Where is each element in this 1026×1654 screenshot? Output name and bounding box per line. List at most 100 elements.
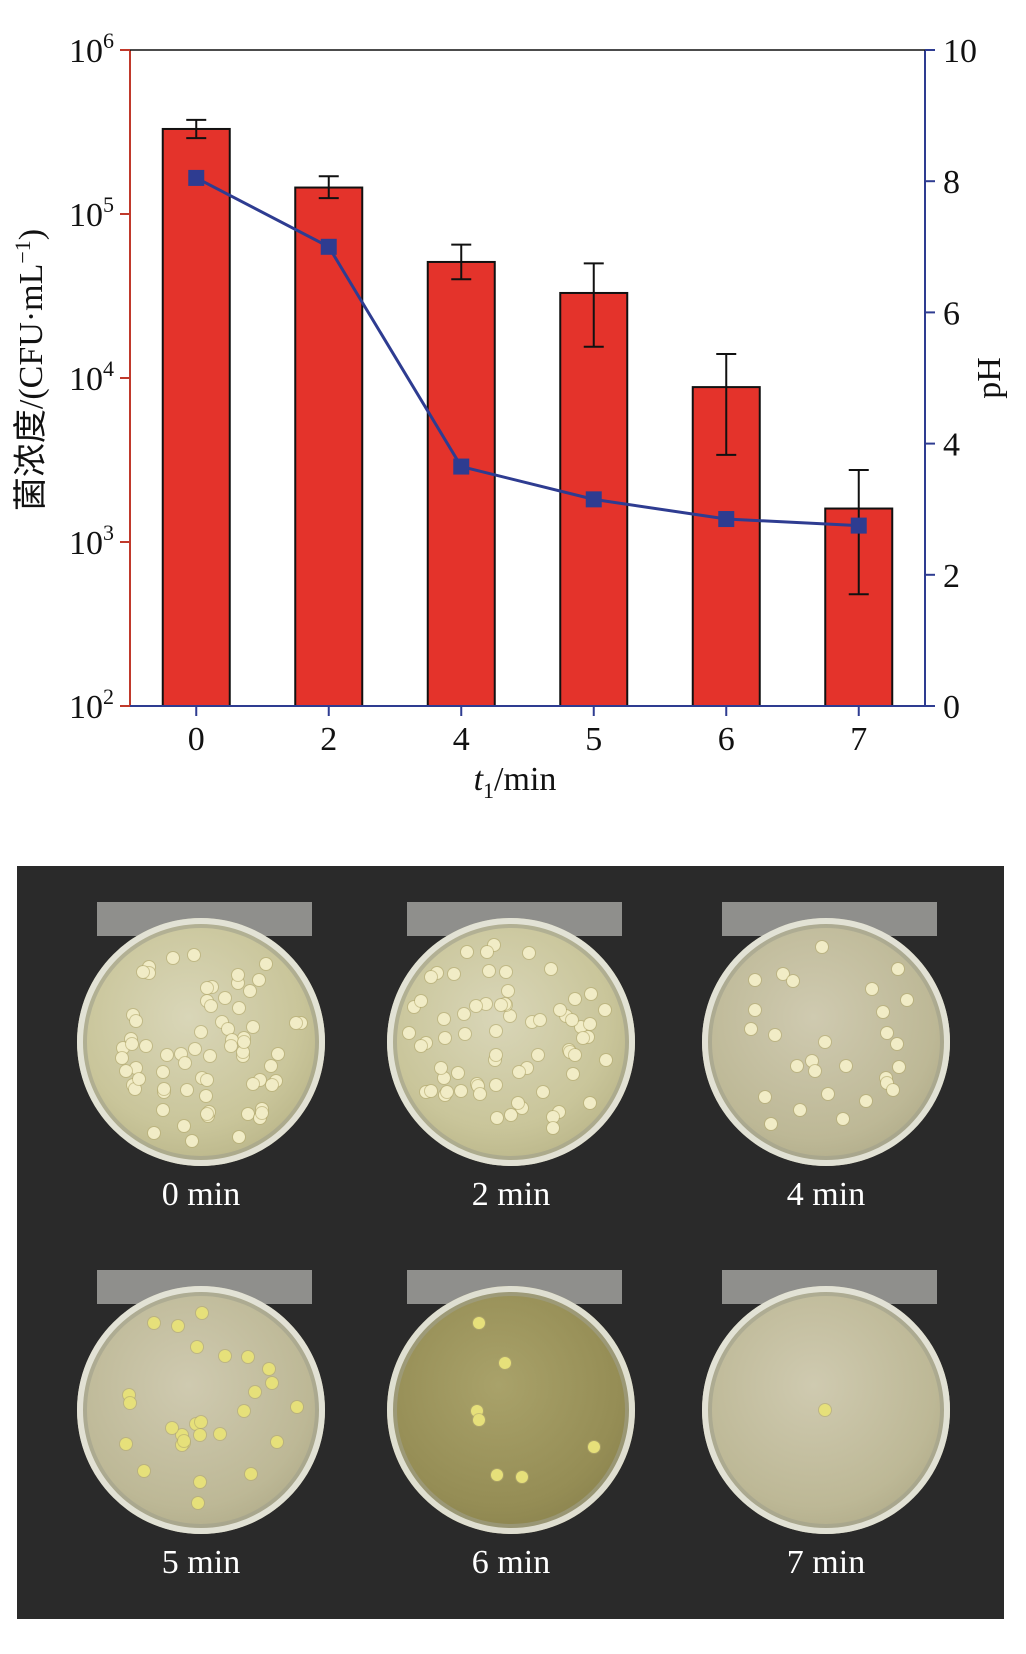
colony bbox=[201, 1074, 214, 1087]
colony bbox=[237, 1036, 250, 1049]
colony bbox=[588, 1441, 601, 1454]
colony bbox=[600, 1053, 613, 1066]
colony bbox=[191, 1496, 204, 1509]
colony bbox=[451, 1066, 464, 1079]
colony bbox=[157, 1082, 170, 1095]
colony bbox=[480, 945, 493, 958]
colony bbox=[157, 1103, 170, 1116]
colony bbox=[166, 952, 179, 965]
colony bbox=[470, 999, 483, 1012]
colony bbox=[271, 1435, 284, 1448]
colony bbox=[245, 1467, 258, 1480]
error-bar-2 bbox=[318, 175, 339, 200]
error-bars bbox=[186, 118, 869, 596]
petri-dish bbox=[702, 1286, 950, 1534]
colony bbox=[291, 1400, 304, 1413]
colony bbox=[129, 1062, 142, 1075]
y-axis-title-right: pH bbox=[971, 357, 1008, 399]
colony bbox=[415, 1040, 428, 1053]
colony bbox=[777, 967, 790, 980]
colony bbox=[124, 1396, 137, 1409]
plate-label: 2 min bbox=[471, 1176, 551, 1213]
colony bbox=[201, 1107, 214, 1120]
ph-line bbox=[195, 176, 859, 528]
x-tick-label: 6 bbox=[718, 721, 735, 758]
colony bbox=[583, 1096, 596, 1109]
colony bbox=[503, 1010, 516, 1023]
colony bbox=[247, 1021, 260, 1034]
colony bbox=[569, 1049, 582, 1062]
colony bbox=[786, 975, 799, 988]
error-bar-5 bbox=[583, 262, 604, 348]
colony bbox=[204, 1000, 217, 1013]
colony bbox=[501, 985, 514, 998]
y-tick-label-right: 2 bbox=[943, 558, 960, 595]
petri-dish bbox=[77, 1286, 325, 1534]
colony bbox=[532, 1048, 545, 1061]
y-tick-label-left: 104 bbox=[69, 356, 114, 398]
colony bbox=[887, 1084, 900, 1097]
colony bbox=[472, 1317, 485, 1330]
colony bbox=[120, 1065, 133, 1078]
colony bbox=[447, 967, 460, 980]
ph-point-4 bbox=[453, 458, 470, 475]
y-tick-label-left: 103 bbox=[69, 520, 114, 562]
colony bbox=[490, 1025, 503, 1038]
colony bbox=[901, 994, 914, 1007]
colony bbox=[819, 1404, 832, 1417]
colony bbox=[585, 988, 598, 1001]
petri-dish bbox=[77, 918, 325, 1166]
colony bbox=[193, 1428, 206, 1441]
bar-0 bbox=[161, 127, 231, 708]
colony bbox=[489, 1048, 502, 1061]
colony bbox=[461, 946, 474, 959]
colony bbox=[523, 946, 536, 959]
colony bbox=[178, 1056, 191, 1069]
colony bbox=[839, 1060, 852, 1073]
colony bbox=[194, 1475, 207, 1488]
colony bbox=[744, 1023, 757, 1036]
colony bbox=[891, 1037, 904, 1050]
ph-point-5 bbox=[585, 491, 602, 508]
colony bbox=[491, 1111, 504, 1124]
colony bbox=[512, 1097, 525, 1110]
bar-4 bbox=[426, 260, 496, 707]
colony bbox=[764, 1118, 777, 1131]
plate-label: 0 min bbox=[161, 1176, 241, 1213]
colony bbox=[242, 1350, 255, 1363]
colony bbox=[893, 1061, 905, 1074]
colony bbox=[822, 1088, 835, 1101]
y-tick-label-right: 6 bbox=[943, 295, 960, 332]
axes bbox=[120, 49, 935, 716]
colony bbox=[266, 1377, 279, 1390]
colony bbox=[195, 1416, 208, 1429]
colony bbox=[815, 940, 828, 953]
colony bbox=[262, 1363, 275, 1376]
plate-label: 4 min bbox=[786, 1176, 866, 1213]
plate-label: 5 min bbox=[161, 1544, 241, 1581]
colony bbox=[491, 1468, 504, 1481]
y-tick-label-left: 106 bbox=[69, 28, 114, 70]
colony bbox=[178, 1120, 191, 1133]
error-bar-4 bbox=[451, 243, 472, 281]
colony bbox=[249, 1385, 262, 1398]
colony bbox=[793, 1104, 806, 1117]
colony bbox=[566, 1067, 579, 1080]
colony bbox=[768, 1028, 781, 1041]
colony bbox=[130, 1014, 143, 1027]
ph-point-7 bbox=[850, 517, 867, 534]
colony bbox=[892, 962, 905, 975]
plate-label: 7 min bbox=[786, 1544, 866, 1581]
colony bbox=[546, 1122, 559, 1135]
colony bbox=[237, 1404, 250, 1417]
colony bbox=[457, 1007, 470, 1020]
colony bbox=[120, 1438, 133, 1451]
colony bbox=[116, 1051, 129, 1064]
colony bbox=[189, 1042, 202, 1055]
colony bbox=[185, 1134, 198, 1147]
colony bbox=[504, 1109, 517, 1122]
colony bbox=[272, 1047, 285, 1060]
colony bbox=[455, 1084, 468, 1097]
colony bbox=[259, 958, 272, 971]
colony bbox=[156, 1066, 169, 1079]
